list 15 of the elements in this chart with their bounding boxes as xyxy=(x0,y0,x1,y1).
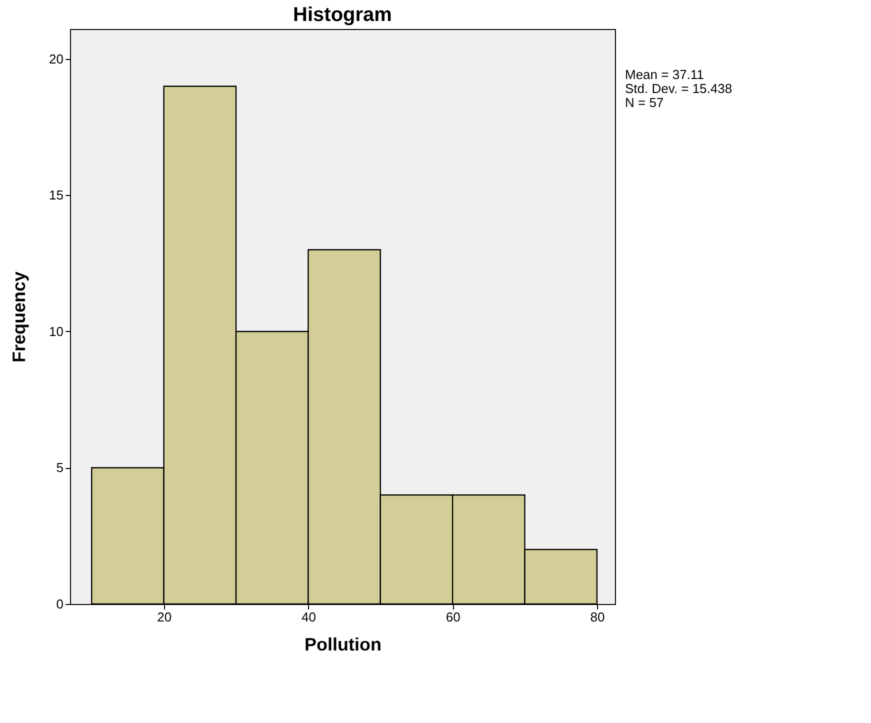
x-tick-label: 80 xyxy=(590,610,605,624)
text: Std. Dev. = 15.438 xyxy=(625,81,732,96)
y-axis-title: Frequency xyxy=(9,271,30,363)
y-tick-label: 0 xyxy=(56,596,64,612)
x-axis-title: Pollution xyxy=(304,634,382,654)
y-tick-label: 10 xyxy=(49,324,64,339)
y-tick-label: 20 xyxy=(49,51,64,66)
y-tick-label: 5 xyxy=(56,460,64,476)
chart-title: Histogram xyxy=(293,4,392,26)
y-tick-label: 15 xyxy=(49,188,64,203)
x-tick-label: 20 xyxy=(157,610,172,624)
text: N = 57 xyxy=(625,95,664,110)
x-tick-label: 60 xyxy=(446,610,460,624)
x-tick-label: 40 xyxy=(301,610,316,624)
text: Mean = 37.11 xyxy=(625,67,704,82)
